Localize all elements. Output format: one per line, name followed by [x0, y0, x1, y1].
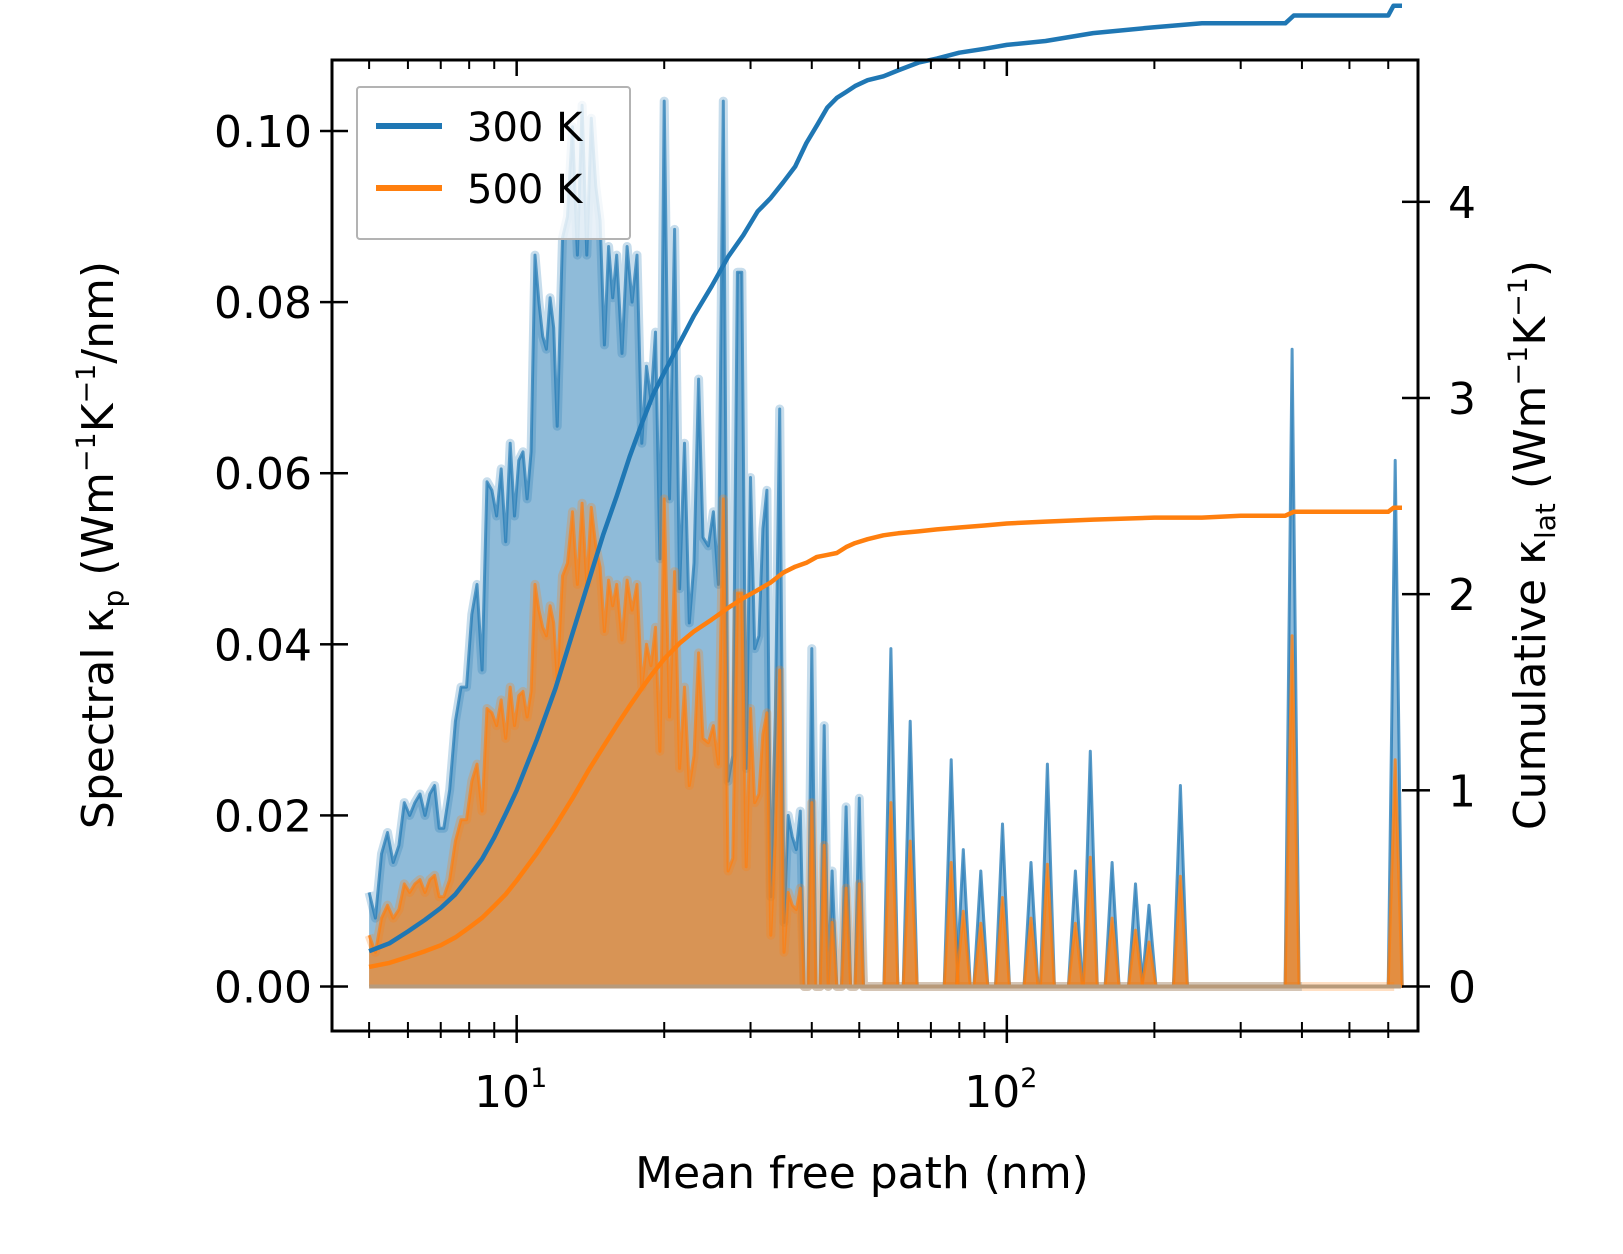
legend-label-500k: 500 K: [467, 167, 584, 213]
y-left-tick-label: 0.10: [214, 107, 312, 158]
spectral-area-500k: [369, 498, 1395, 987]
y-right-axis-title: Cumulative κlat (Wm−1K−1): [1503, 260, 1562, 830]
y-left-tick-label: 0.06: [214, 449, 312, 500]
x-axis-title: Mean free path (nm): [635, 1148, 1089, 1199]
x-tick-label: 101: [474, 1063, 547, 1118]
axes-frame: [330, 58, 1420, 1033]
x-tick-label: 102: [964, 1063, 1037, 1118]
y-left-tick-label: 0.08: [214, 278, 312, 329]
y-left-axis-title: Spectral κp (Wm−1K−1/nm): [71, 261, 130, 829]
y-right-tick-label: 4: [1448, 178, 1476, 229]
cumulative-line-500k: [368, 505, 1402, 970]
legend: 300 K 500 K: [356, 86, 631, 240]
y-right-tick-label: 3: [1448, 374, 1476, 425]
y-right-tick-label: 2: [1448, 570, 1476, 621]
axes: 0.00 0.02 0.04 0.06 0.08 0.10 0 1 2 3 4 101 102: [214, 58, 1476, 1118]
y-right-tick-label: 1: [1448, 766, 1476, 817]
y-left-tick-label: 0.02: [214, 791, 312, 842]
cumulative-line-300k: [368, 3, 1402, 954]
y-left-tick-label: 0.04: [214, 620, 312, 671]
y-right-tick-label: 0: [1448, 962, 1476, 1013]
y-left-tick-label: 0.00: [214, 963, 312, 1014]
legend-label-300k: 300 K: [467, 105, 584, 151]
plot-area: [364, 3, 1404, 991]
